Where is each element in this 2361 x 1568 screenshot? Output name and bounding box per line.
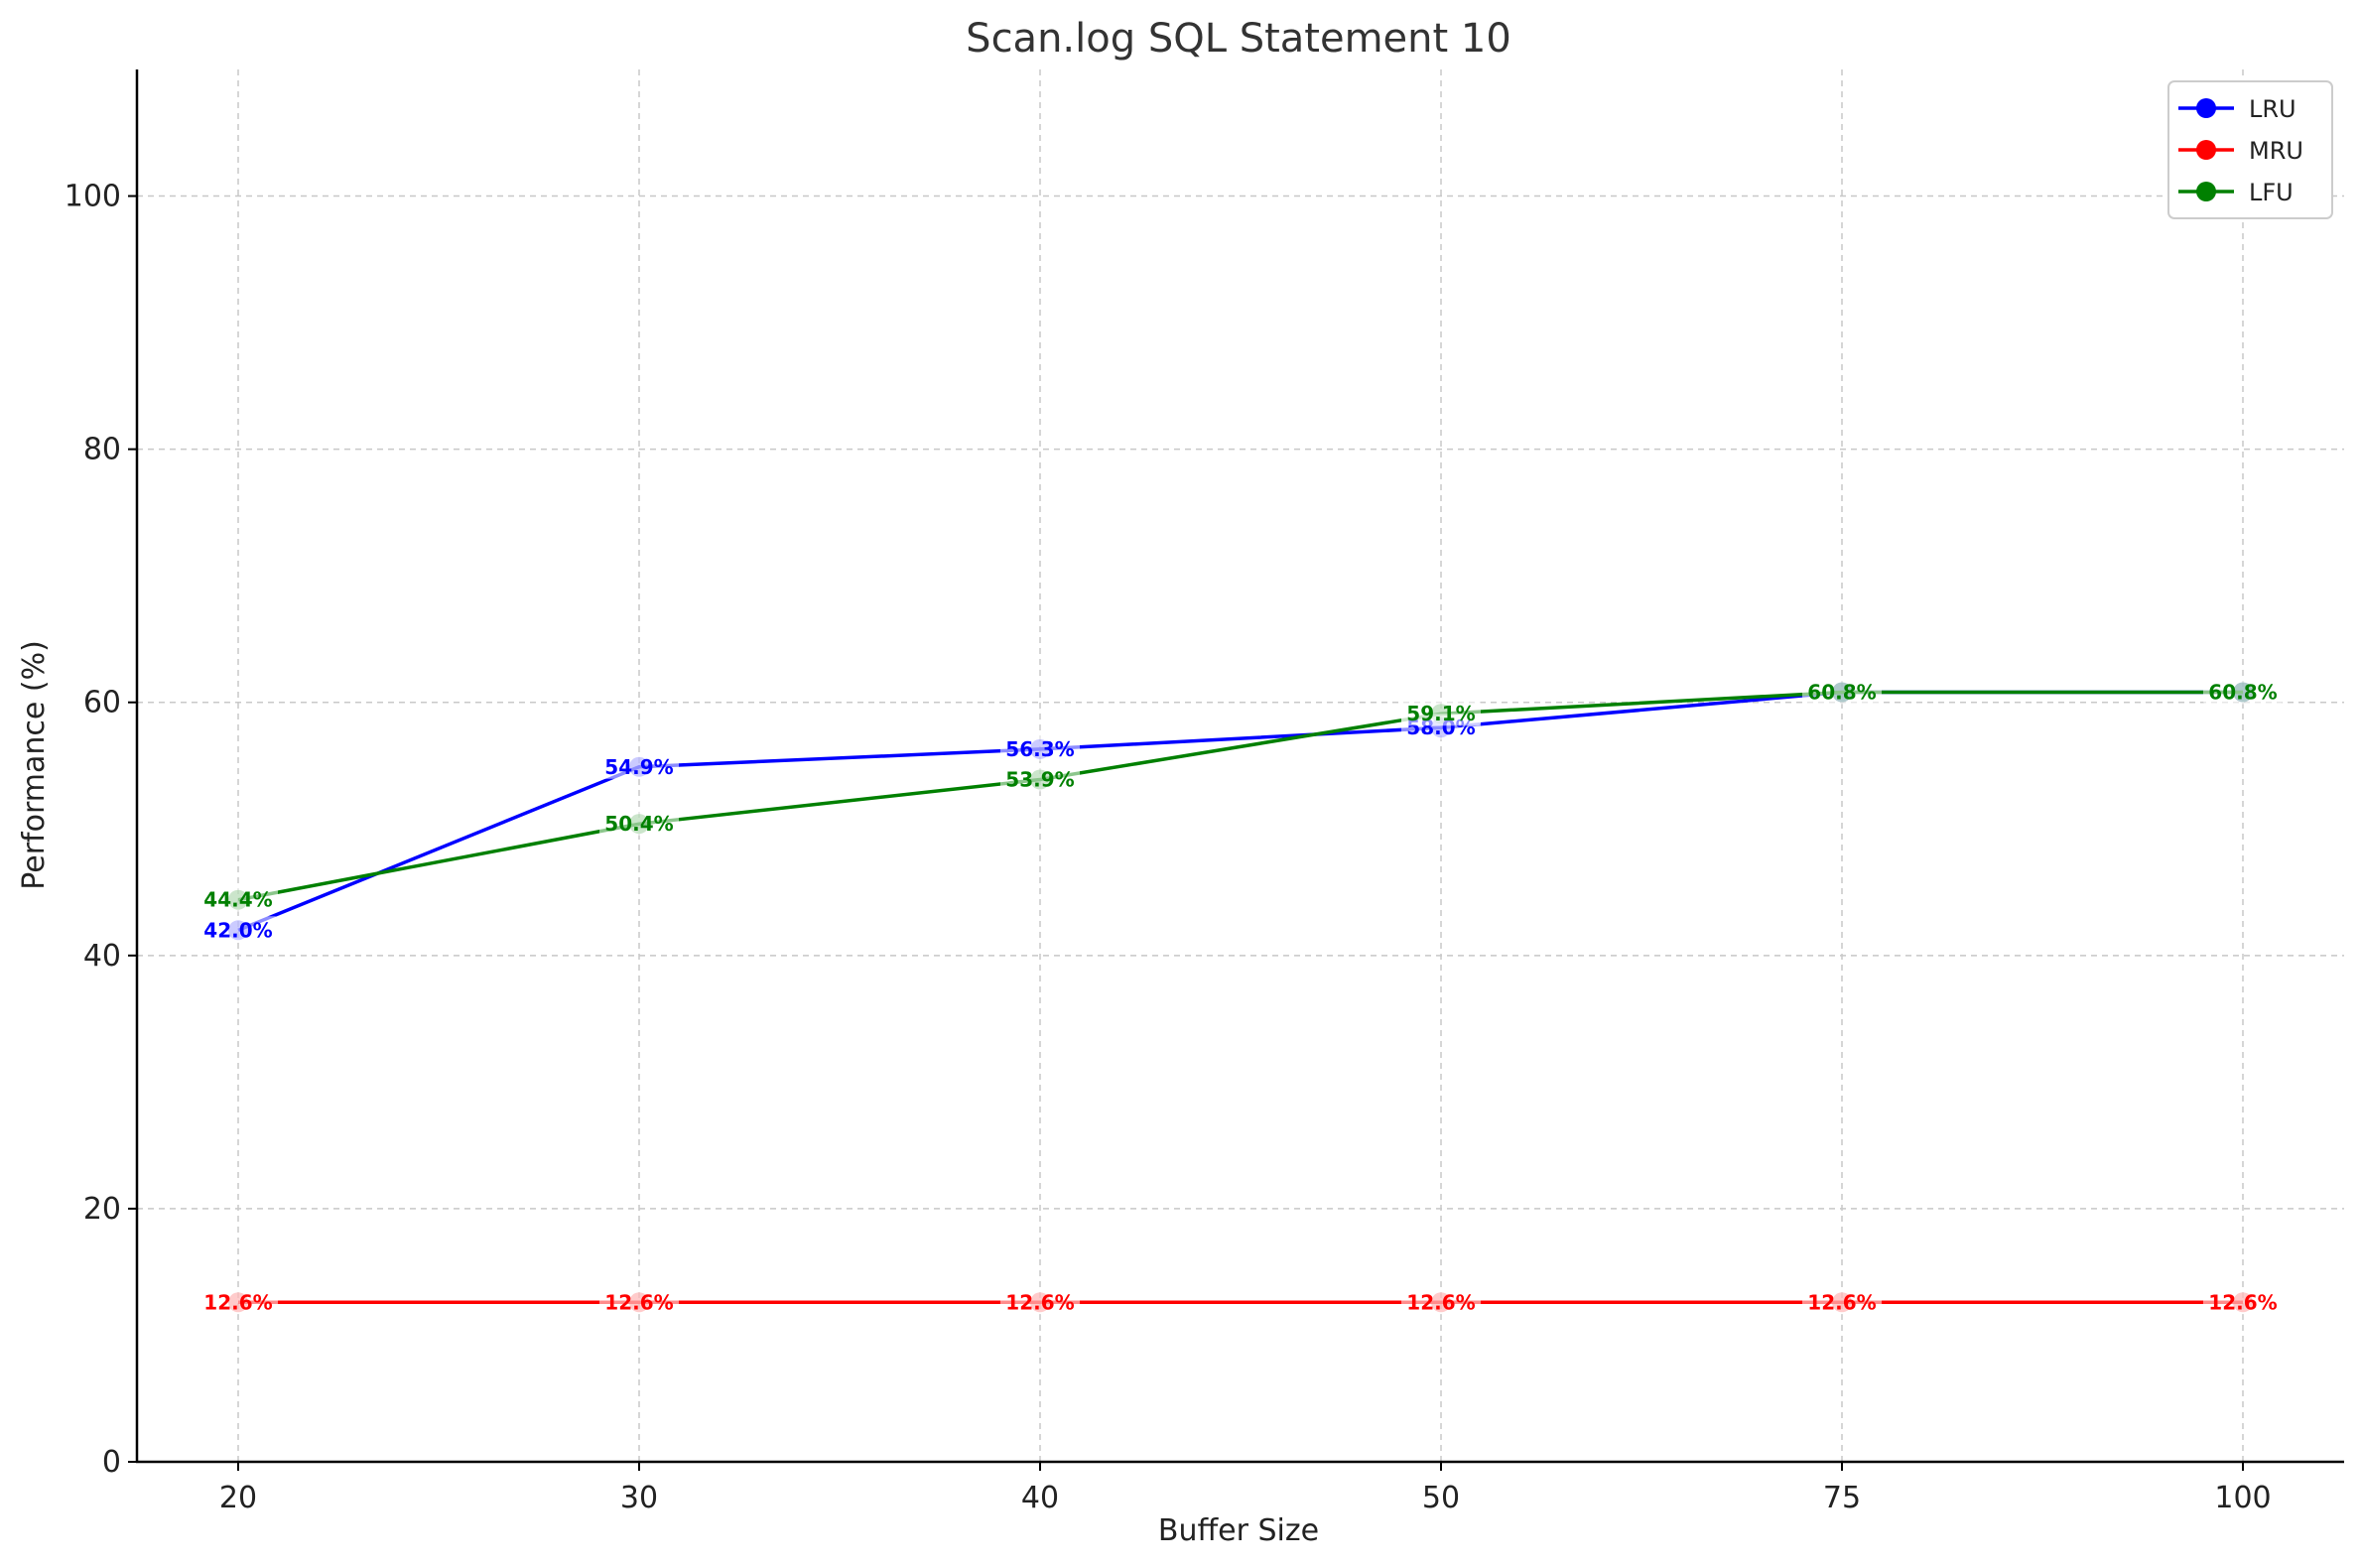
lfu-label-bg bbox=[198, 885, 278, 912]
grid bbox=[137, 69, 2344, 1462]
mru-label-bg bbox=[1000, 1288, 1080, 1315]
lfu-data-label: 60.8% bbox=[1807, 681, 1876, 705]
lfu-data-label: 53.9% bbox=[1005, 768, 1074, 792]
y-axis-label: Performance (%) bbox=[17, 640, 52, 890]
lru-legend-label: LRU bbox=[2249, 95, 2296, 123]
mru-data-label: 12.6% bbox=[1005, 1290, 1074, 1314]
lru-label-bg bbox=[599, 752, 679, 779]
y-tick-label: 60 bbox=[83, 686, 121, 720]
lfu-label-bg bbox=[1802, 678, 1882, 705]
lru-legend-marker bbox=[2196, 98, 2216, 118]
lfu-line bbox=[237, 690, 2243, 902]
lru-data-label: 42.0% bbox=[203, 918, 272, 942]
mru-data-label: 12.6% bbox=[2208, 1290, 2277, 1314]
lru-label-bg bbox=[1000, 734, 1080, 761]
mru-label-bg bbox=[599, 1288, 679, 1315]
x-tick-label: 50 bbox=[1422, 1481, 1460, 1515]
lfu-data-label: 50.4% bbox=[604, 812, 673, 836]
mru-legend-marker bbox=[2196, 140, 2216, 160]
lfu-data-label: 59.1% bbox=[1406, 702, 1475, 725]
mru-label-bg bbox=[1802, 1288, 1882, 1315]
x-tick-label: 40 bbox=[1021, 1481, 1059, 1515]
mru-label-bg bbox=[1401, 1288, 1481, 1315]
lru-data-label: 54.9% bbox=[604, 755, 673, 779]
lru-label-bg bbox=[198, 916, 278, 943]
lfu-legend-marker bbox=[2196, 182, 2216, 201]
mru-data-label: 12.6% bbox=[1807, 1290, 1876, 1314]
legend: LRU MRU LFU bbox=[2167, 80, 2333, 219]
lfu-label-bg bbox=[2203, 678, 2283, 705]
axes bbox=[135, 69, 2344, 1464]
lru-line bbox=[237, 690, 2243, 932]
x-axis-label: Buffer Size bbox=[1158, 1513, 1319, 1548]
lfu-data-label: 44.4% bbox=[203, 888, 272, 912]
x-tick-label: 75 bbox=[1823, 1481, 1861, 1515]
lfu-data-label: 60.8% bbox=[2208, 681, 2277, 705]
series-layer bbox=[228, 682, 2253, 1313]
mru-data-label: 12.6% bbox=[604, 1290, 673, 1314]
x-tick-label: 100 bbox=[2214, 1481, 2271, 1515]
lfu-label-bg bbox=[1401, 700, 1481, 726]
mru-data-label: 12.6% bbox=[1406, 1290, 1475, 1314]
data-labels: 42.0%54.9%56.3%58.0%12.6% 12.6% 12.6% 12.6%… bbox=[198, 678, 2283, 1315]
y-tick-label: 20 bbox=[83, 1192, 121, 1227]
lfu-label-bg bbox=[599, 810, 679, 837]
lfu-legend-label: LFU bbox=[2249, 179, 2294, 206]
ticks: 20 30 40 50 75 100 0 20 40 60 80 100 bbox=[65, 180, 2272, 1515]
x-tick-label: 20 bbox=[219, 1481, 257, 1515]
mru-legend-label: MRU bbox=[2249, 137, 2303, 165]
lru-data-label: 56.3% bbox=[1005, 737, 1074, 761]
mru-label-bg bbox=[198, 1288, 278, 1315]
chart-title: Scan.log SQL Statement 10 bbox=[966, 16, 1511, 62]
y-tick-label: 100 bbox=[65, 180, 121, 214]
y-tick-label: 80 bbox=[83, 433, 121, 467]
y-tick-label: 0 bbox=[102, 1445, 121, 1480]
mru-data-label: 12.6% bbox=[203, 1290, 272, 1314]
mru-label-bg bbox=[2203, 1288, 2283, 1315]
x-tick-label: 30 bbox=[620, 1481, 658, 1515]
lfu-label-bg bbox=[1000, 765, 1080, 792]
y-tick-label: 40 bbox=[83, 939, 121, 974]
